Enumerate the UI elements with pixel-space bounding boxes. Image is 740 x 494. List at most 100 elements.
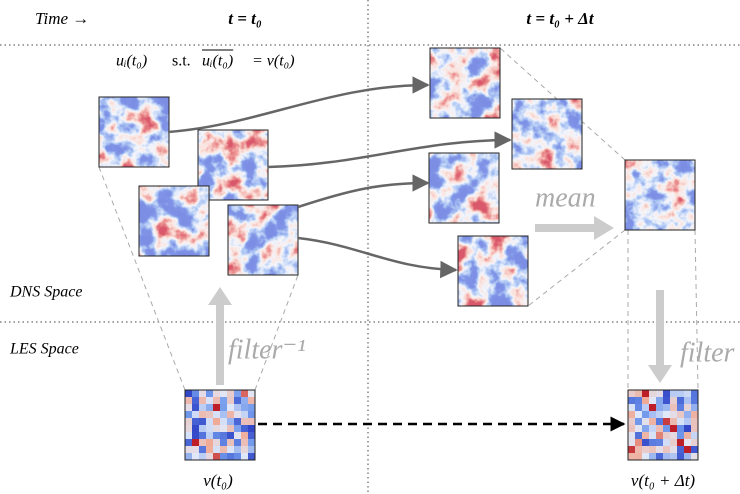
condition: uᵢ(t₀) s.t. uᵢ(t₀) = v(t₀) xyxy=(116,50,295,70)
dns-field xyxy=(512,99,582,169)
les-cell xyxy=(628,418,635,425)
les-cell xyxy=(206,425,213,432)
filter-arrow xyxy=(648,290,672,383)
les-cell xyxy=(691,439,698,446)
les-cell xyxy=(199,418,206,425)
les-cell xyxy=(656,390,663,397)
les-cell xyxy=(220,453,227,460)
les-cell xyxy=(241,439,248,446)
time-label: Time → xyxy=(35,9,89,28)
les-cell xyxy=(635,432,642,439)
les-cell xyxy=(663,446,670,453)
les-cell xyxy=(220,432,227,439)
projection-line xyxy=(255,275,298,390)
column-title: t = t₀ xyxy=(228,9,262,28)
les-cell xyxy=(220,397,227,404)
les-cell xyxy=(635,453,642,460)
operation-label: filter xyxy=(680,337,735,368)
les-cell xyxy=(220,439,227,446)
les-cell xyxy=(241,390,248,397)
les-cell xyxy=(670,390,677,397)
les-cell xyxy=(670,432,677,439)
les-cell xyxy=(691,425,698,432)
les-cell xyxy=(656,418,663,425)
les-cell xyxy=(227,397,234,404)
les-cell xyxy=(199,397,206,404)
les-cell xyxy=(234,390,241,397)
les-cell xyxy=(656,446,663,453)
les-cell xyxy=(192,404,199,411)
mean-arrow xyxy=(535,216,614,240)
les-cell xyxy=(192,411,199,418)
les-cell xyxy=(241,404,248,411)
les-cell xyxy=(185,453,192,460)
les-cell xyxy=(192,418,199,425)
les-cell xyxy=(628,404,635,411)
les-cell xyxy=(241,425,248,432)
les-cell xyxy=(227,390,234,397)
les-cell xyxy=(248,432,255,439)
les-cell xyxy=(677,418,684,425)
les-cell xyxy=(234,453,241,460)
les-cell xyxy=(691,397,698,404)
les-cell xyxy=(677,432,684,439)
diagram: Time → t = t₀ t = t₀ + Δt uᵢ(t₀) s.t. uᵢ… xyxy=(0,0,740,494)
les-cell xyxy=(663,439,670,446)
les-cell xyxy=(199,439,206,446)
les-cell xyxy=(642,397,649,404)
les-cell xyxy=(642,425,649,432)
les-cell xyxy=(199,453,206,460)
les-cell xyxy=(684,425,691,432)
les-cell xyxy=(691,453,698,460)
trajectory xyxy=(298,238,456,270)
les-cell xyxy=(199,404,206,411)
les-cell xyxy=(220,411,227,418)
les-cell xyxy=(220,404,227,411)
dns-field xyxy=(99,97,169,167)
les-cell xyxy=(635,418,642,425)
les-cell xyxy=(234,404,241,411)
les-cell xyxy=(248,411,255,418)
dns-field xyxy=(228,205,298,275)
les-cell xyxy=(213,446,220,453)
les-cell xyxy=(684,453,691,460)
les-cell xyxy=(635,390,642,397)
les-cell xyxy=(206,390,213,397)
les-cell xyxy=(691,390,698,397)
les-cell xyxy=(691,404,698,411)
les-cell xyxy=(213,390,220,397)
les-cell xyxy=(649,390,656,397)
les-cell xyxy=(684,446,691,453)
dns-field xyxy=(625,160,695,230)
les-cell xyxy=(663,453,670,460)
les-cell xyxy=(684,432,691,439)
les-cell xyxy=(628,439,635,446)
les-cell xyxy=(234,397,241,404)
les-cell xyxy=(227,432,234,439)
les-cell xyxy=(635,446,642,453)
les-cell xyxy=(241,411,248,418)
les-cell xyxy=(241,397,248,404)
les-cell xyxy=(691,446,698,453)
les-cell xyxy=(185,432,192,439)
les-cell xyxy=(213,404,220,411)
les-cell xyxy=(628,446,635,453)
dns-field xyxy=(429,153,499,223)
les-cell xyxy=(684,390,691,397)
les-cell xyxy=(227,404,234,411)
les-cell xyxy=(199,446,206,453)
condition-st: s.t. xyxy=(172,53,191,70)
les-cell xyxy=(248,390,255,397)
les-cell xyxy=(656,411,663,418)
les-cell xyxy=(199,432,206,439)
les-cell xyxy=(241,446,248,453)
les-cell xyxy=(227,439,234,446)
les-cell xyxy=(642,404,649,411)
les-cell xyxy=(206,439,213,446)
les-cell xyxy=(691,411,698,418)
les-cell xyxy=(635,425,642,432)
les-cell xyxy=(248,404,255,411)
les-cell xyxy=(649,411,656,418)
les-cell xyxy=(185,446,192,453)
les-cell xyxy=(227,453,234,460)
